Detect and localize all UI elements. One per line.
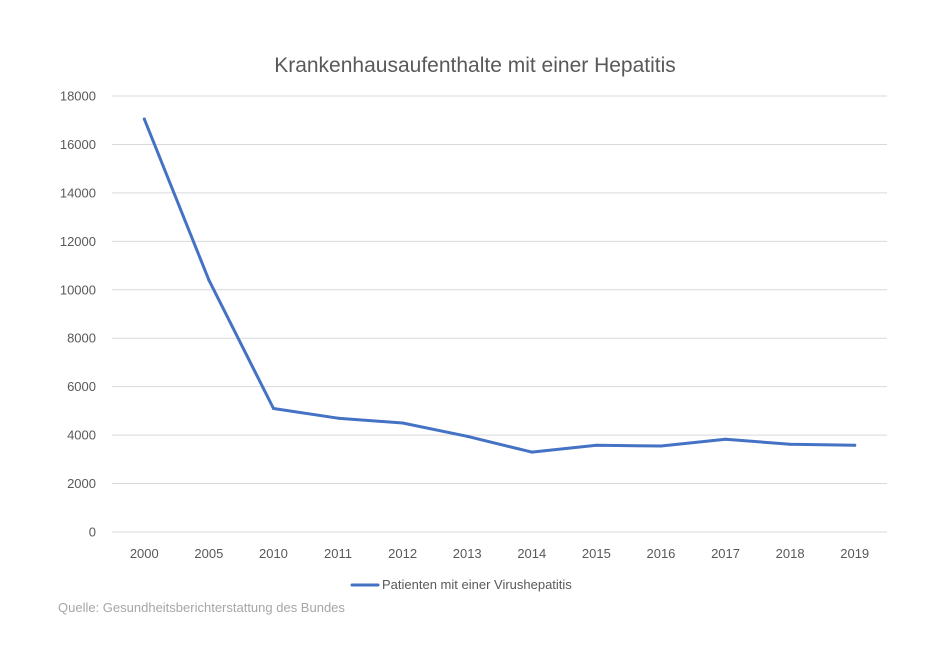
series <box>142 117 857 454</box>
y-tick-label: 14000 <box>60 185 96 200</box>
x-tick-label: 2019 <box>840 546 869 561</box>
data-point <box>594 443 598 447</box>
x-tick-label: 2016 <box>646 546 675 561</box>
data-point <box>724 437 728 441</box>
y-tick-label: 12000 <box>60 234 96 249</box>
x-tick-label: 2005 <box>194 546 223 561</box>
x-tick-label: 2011 <box>324 546 352 561</box>
gridlines <box>112 95 887 533</box>
data-point <box>207 278 211 282</box>
y-tick-label: 0 <box>89 525 96 540</box>
chart-title: Krankenhausaufenthalte mit einer Hepatit… <box>274 54 676 77</box>
y-tick-label: 8000 <box>67 331 96 346</box>
data-point <box>659 444 663 448</box>
y-tick-label: 10000 <box>60 282 96 297</box>
data-point <box>465 434 469 438</box>
data-point <box>401 421 405 425</box>
data-point <box>530 450 534 454</box>
y-tick-label: 2000 <box>67 476 96 491</box>
data-point <box>142 117 146 121</box>
x-tick-label: 2017 <box>711 546 740 561</box>
x-tick-label: 2012 <box>388 546 417 561</box>
x-tick-label: 2010 <box>259 546 288 561</box>
legend: Patienten mit einer Virushepatitis <box>350 577 572 592</box>
x-tick-label: 2013 <box>453 546 482 561</box>
legend-label: Patienten mit einer Virushepatitis <box>382 577 572 592</box>
y-tick-label: 6000 <box>67 379 96 394</box>
x-tick-label: 2000 <box>130 546 159 561</box>
data-point <box>853 443 857 447</box>
series-line <box>142 117 857 454</box>
data-point <box>788 442 792 446</box>
y-axis-ticks: 0 2000 4000 6000 8000 10000 12000 14000 16000 180… <box>60 89 96 540</box>
data-point <box>336 416 340 420</box>
x-tick-label: 2018 <box>776 546 805 561</box>
y-tick-label: 4000 <box>67 428 96 443</box>
x-tick-label: 2014 <box>517 546 546 561</box>
y-tick-label: 18000 <box>60 89 96 104</box>
x-axis-ticks: 2000 2005 2010 2011 2012 2013 2014 2015 2016 2017… <box>130 546 869 561</box>
y-tick-label: 16000 <box>60 137 96 152</box>
data-point <box>271 406 275 410</box>
x-tick-label: 2015 <box>582 546 611 561</box>
source-note: Quelle: Gesundheitsberichterstattung des… <box>58 600 345 615</box>
